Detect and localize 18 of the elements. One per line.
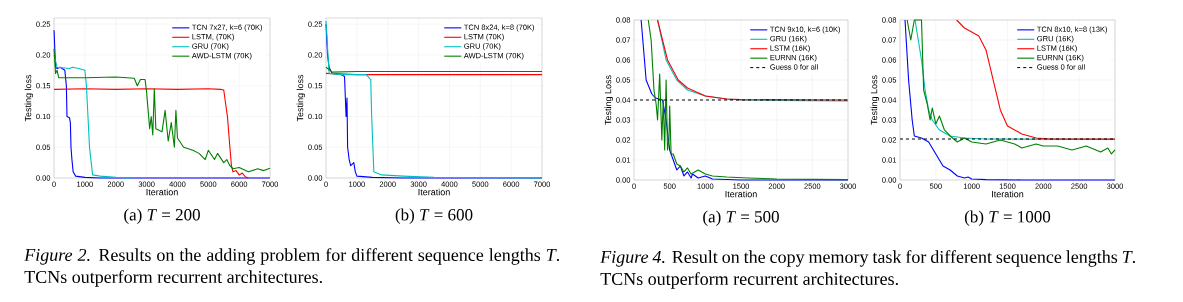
text: (b) T = 1000: [964, 210, 1051, 226]
line-series: [956, 19, 1116, 140]
text: (a) T = 200: [124, 208, 200, 224]
y-axis-title: Testing loss: [24, 74, 34, 122]
y-axis-title: Testing loss: [296, 74, 306, 122]
x-axis-title: Iteration: [146, 188, 178, 196]
x-axis-title: Iteration: [992, 190, 1024, 198]
x-axis-title: Iteration: [418, 188, 450, 196]
y-axis-title: Testing Loss: [604, 75, 614, 125]
line-series: [53, 88, 249, 179]
line-series: [904, 19, 1116, 181]
text: (b) T = 600: [395, 208, 473, 224]
text: Figure 4. Result on the copy memory task for different sequence lengths T. TCNs outperform recurrent architectures.: [600, 250, 1135, 289]
text: Figure 2. Results on the adding problem for different sequence lengths T. TCNs outperform recurrent architectures.: [24, 248, 560, 287]
x-axis-title: Iteration: [725, 190, 757, 198]
line-series: [53, 54, 132, 179]
y-axis-title: Testing Loss: [870, 75, 879, 125]
text: (a) T = 500: [703, 210, 779, 226]
